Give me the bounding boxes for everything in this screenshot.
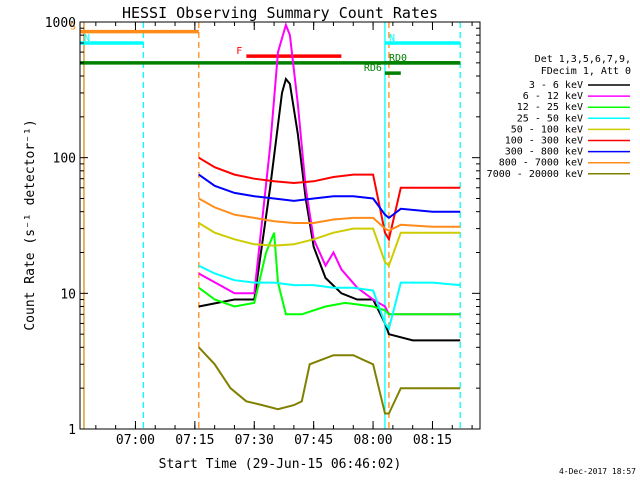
x-tick-label: 07:15 [175, 433, 214, 448]
legend-entry-label: 3 - 6 keV [529, 80, 583, 91]
x-tick-label: 07:30 [235, 433, 274, 448]
y-tick-label: 1000 [45, 16, 76, 31]
x-axis-label: Start Time (29-Jun-15 06:46:02) [159, 457, 402, 472]
series-line [198, 156, 461, 242]
date-stamp: 4-Dec-2017 18:57 [559, 467, 636, 476]
legend-entry-label: 7000 - 20000 keV [487, 169, 583, 180]
series-line [198, 346, 461, 415]
legend-entry-label: 800 - 7000 keV [499, 158, 583, 169]
series-line [198, 264, 461, 331]
observing-flag-label: N [389, 33, 395, 44]
y-tick-label: 1 [68, 423, 76, 438]
legend-entry-label: 12 - 25 keV [517, 102, 583, 113]
x-tick-label: 08:00 [353, 433, 392, 448]
series-line [198, 222, 461, 268]
x-tick-label: 07:00 [116, 433, 155, 448]
y-axis-label: Count Rate (s⁻¹ detector⁻¹) [23, 119, 38, 330]
legend-entry-label: 100 - 300 keV [505, 136, 583, 147]
y-tick-label: 10 [60, 287, 76, 302]
legend-header-line: Det 1,3,5,6,7,9, [535, 54, 631, 65]
series-line [198, 173, 461, 220]
legend-entry-label: 25 - 50 keV [517, 113, 583, 124]
legend-entry-label: 50 - 100 keV [511, 124, 583, 135]
series-line [198, 232, 461, 316]
plot-frame [79, 21, 481, 430]
series-line [198, 197, 461, 232]
chart-title: HESSI Observing Summary Count Rates [122, 4, 438, 22]
legend-entry-label: 300 - 800 keV [505, 147, 583, 158]
x-tick-label: 08:15 [413, 433, 452, 448]
observing-flag-label: RD0 [389, 53, 407, 64]
legend-entry-label: 6 - 12 keV [523, 91, 583, 102]
observing-flag-label: N [84, 33, 90, 44]
observing-flag-label: S [70, 22, 76, 33]
x-tick-label: 07:45 [294, 433, 333, 448]
legend-header-line: FDecim 1, Att 0 [541, 66, 631, 77]
observing-flag-label: F [236, 46, 242, 57]
y-tick-label: 100 [53, 152, 76, 167]
observing-flag-label: RD6 [364, 63, 382, 74]
